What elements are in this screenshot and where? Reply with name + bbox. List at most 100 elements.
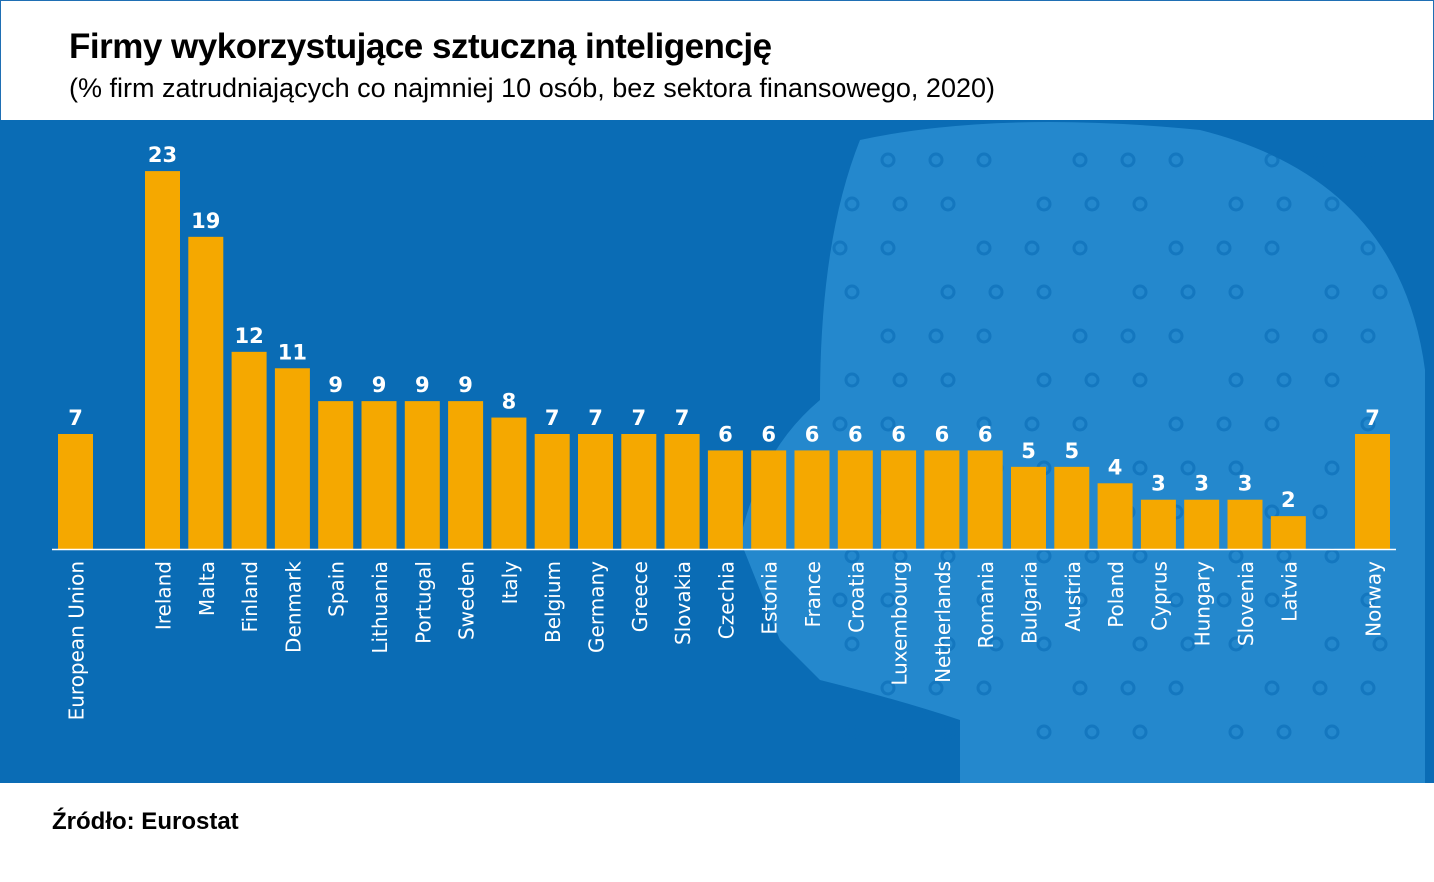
circuit-node [844, 636, 860, 652]
bar-sweden [448, 401, 484, 549]
circuit-node [844, 724, 860, 740]
data-label: 7 [675, 406, 690, 430]
category-label: Austria [1061, 561, 1085, 632]
circuit-node [1372, 636, 1388, 652]
category-label: Greece [628, 561, 652, 632]
bar-slovakia [664, 433, 700, 549]
category-label: Bulgaria [1018, 561, 1042, 644]
data-label: 11 [278, 340, 307, 364]
chart-subtitle: (% firm zatrudniających co najmniej 10 o… [69, 73, 995, 103]
bar-portugal [404, 401, 440, 549]
circuit-node [940, 196, 956, 212]
circuit-node [1084, 196, 1100, 212]
data-label: 6 [761, 422, 776, 446]
data-label: 2 [1281, 488, 1296, 512]
source-note: Źródło: Eurostat [52, 808, 239, 835]
category-label: Denmark [281, 561, 305, 653]
circuit-head-decoration [740, 122, 1425, 783]
data-label: 8 [502, 390, 517, 414]
circuit-node [1228, 724, 1244, 740]
bar-hungary [1184, 499, 1220, 549]
category-label: Slovenia [1234, 561, 1258, 646]
circuit-node [1168, 240, 1184, 256]
bar-italy [491, 417, 527, 549]
circuit-node [880, 416, 896, 432]
data-label: 6 [978, 422, 993, 446]
category-label: Hungary [1191, 561, 1215, 647]
category-label: France [801, 561, 825, 628]
category-label: Romania [974, 561, 998, 648]
circuit-node [832, 240, 848, 256]
circuit-node [976, 592, 992, 608]
circuit-node [1024, 416, 1040, 432]
category-label: Malta [195, 561, 219, 616]
circuit-node [1036, 284, 1052, 300]
circuit-node [880, 240, 896, 256]
data-label: 6 [891, 422, 906, 446]
circuit-node [1036, 372, 1052, 388]
circuit-node [1228, 196, 1244, 212]
circuit-node [1216, 240, 1232, 256]
data-label: 6 [848, 422, 863, 446]
bar-romania [967, 450, 1003, 549]
circuit-node [1312, 328, 1328, 344]
bar-croatia [837, 450, 873, 549]
circuit-node [1024, 240, 1040, 256]
data-label: 7 [1365, 406, 1380, 430]
data-label: 23 [148, 143, 177, 167]
category-label: Portugal [411, 561, 435, 644]
circuit-node [1276, 372, 1292, 388]
bar-estonia [751, 450, 787, 549]
category-label: Spain [325, 561, 349, 617]
circuit-node [1180, 636, 1196, 652]
bar-cyprus [1140, 499, 1176, 549]
data-label: 7 [545, 406, 560, 430]
circuit-node [1168, 592, 1184, 608]
bar-finland [231, 351, 267, 549]
data-label: 7 [588, 406, 603, 430]
circuit-node [940, 372, 956, 388]
bar-latvia [1270, 516, 1306, 549]
data-label: 9 [458, 373, 473, 397]
bar-belgium [534, 433, 570, 549]
circuit-node [976, 680, 992, 696]
category-label: Belgium [541, 561, 565, 643]
head-silhouette [740, 122, 1425, 783]
circuit-node [1312, 504, 1328, 520]
category-label: Ireland [152, 561, 176, 630]
circuit-node [1120, 328, 1136, 344]
circuit-node [1360, 680, 1376, 696]
circuit-node [1132, 460, 1148, 476]
data-label: 7 [68, 406, 83, 430]
circuit-node [928, 152, 944, 168]
circuit-node [1228, 460, 1244, 476]
circuit-node [1228, 284, 1244, 300]
data-label: 9 [372, 373, 387, 397]
circuit-node [1324, 372, 1340, 388]
circuit-node [1168, 680, 1184, 696]
circuit-node [1372, 284, 1388, 300]
header: Firmy wykorzystujące sztuczną inteligenc… [0, 0, 1434, 120]
circuit-node [1072, 416, 1088, 432]
category-label: Germany [585, 561, 609, 653]
circuit-node [1264, 680, 1280, 696]
circuit-node [928, 328, 944, 344]
chart-panel: 7 European Union 23 Ireland 19 Malta 12 Finland… [0, 120, 1434, 783]
circuit-node [1180, 460, 1196, 476]
circuit-node [1360, 240, 1376, 256]
category-label: Cyprus [1147, 561, 1171, 631]
data-label: 4 [1108, 455, 1123, 479]
bar-denmark [274, 368, 310, 549]
category-label: Luxembourg [888, 561, 912, 686]
category-label: Lithuania [368, 561, 392, 654]
circuit-node [976, 328, 992, 344]
circuit-node [1132, 196, 1148, 212]
circuit-node [844, 284, 860, 300]
circuit-node [976, 152, 992, 168]
bar-bulgaria [1011, 466, 1046, 549]
data-label: 6 [805, 422, 820, 446]
circuit-node [1180, 284, 1196, 300]
circuit-node [832, 592, 848, 608]
category-label: European Union [65, 561, 89, 720]
bar-spain [318, 401, 354, 549]
